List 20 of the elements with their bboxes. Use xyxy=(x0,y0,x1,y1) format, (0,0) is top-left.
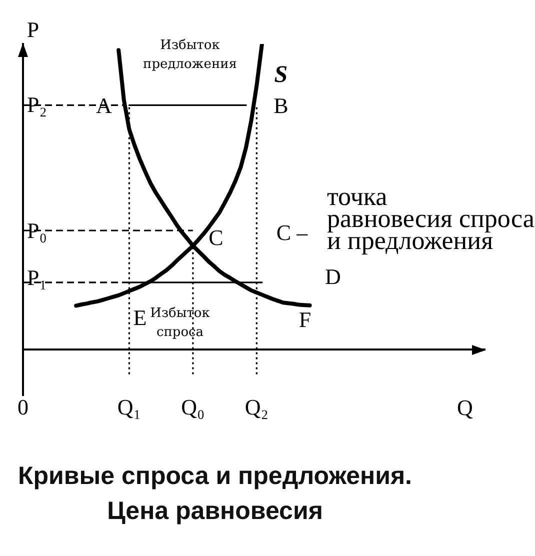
x-tick-label: 0 xyxy=(18,394,28,420)
x-axis-title: Q xyxy=(457,394,473,420)
annotation: точка равновесия спроса и предложения xyxy=(327,182,534,255)
text: Цена равновесия xyxy=(106,497,324,525)
y-axis-title: P xyxy=(26,17,40,42)
annotation: Избыток предложения xyxy=(143,37,237,74)
annotation: P₀ xyxy=(27,218,47,243)
annotation: Избыток спроса xyxy=(150,305,210,342)
annotation: B xyxy=(274,93,288,118)
annotation: D xyxy=(325,264,341,289)
annotation: C xyxy=(208,225,224,250)
annotation: C – xyxy=(276,220,308,245)
x-tick-label: Q₂ xyxy=(244,394,268,420)
annotation: F xyxy=(298,307,312,332)
annotation: E xyxy=(133,305,147,330)
x-tick-label: Q₀ xyxy=(181,394,205,420)
series-label: S xyxy=(274,62,288,88)
text: Кривые спроса и предложения. xyxy=(17,462,413,490)
x-tick-label: Q₁ xyxy=(117,394,141,420)
annotation: P₁ xyxy=(27,265,47,290)
